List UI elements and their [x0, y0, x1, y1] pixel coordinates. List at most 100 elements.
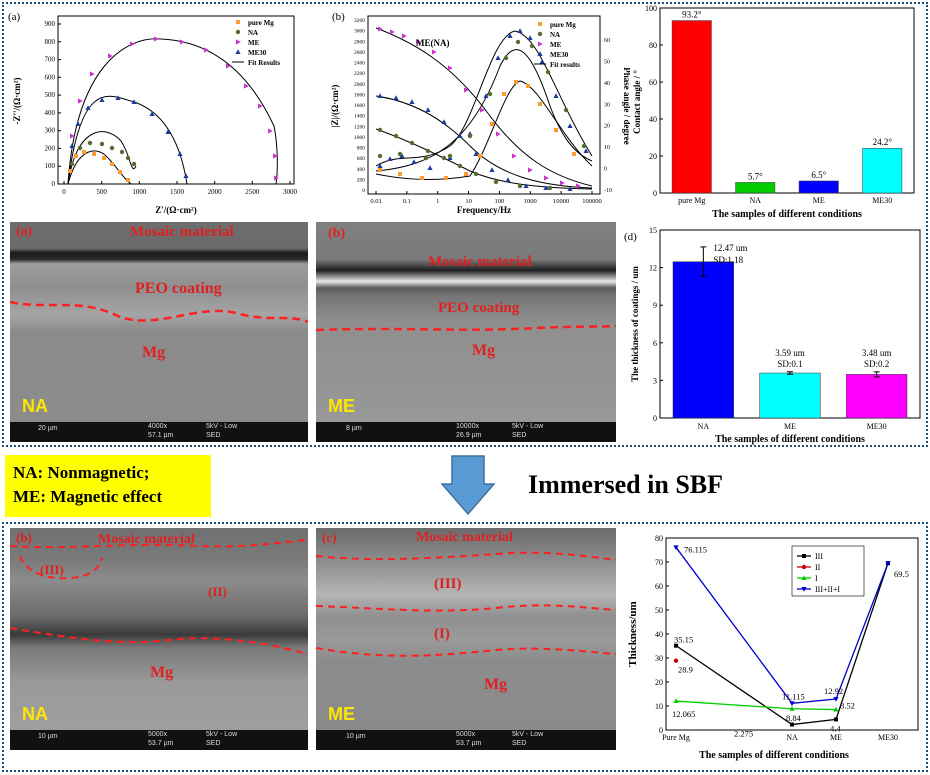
- thickness-ylabel: The thickness of coatings / um: [630, 266, 640, 382]
- nyquist-y-tick-label: 800: [45, 38, 56, 46]
- contact-angle-panel: 0 20 40 60 80 100 93.2° pure Mg 5.7° NA 6.5° ME 24.2…: [628, 2, 926, 224]
- me30-point: [115, 95, 121, 100]
- me30-phase-point: [507, 33, 513, 38]
- layer-thickness-panel: 0 10 20 30 40 50 60 70 80 Pure Mg NA ME ME30 76.115 35…: [624, 532, 926, 768]
- me30-point: [75, 121, 81, 126]
- me-modulus-point: [416, 39, 421, 45]
- na-modulus-point: [517, 183, 523, 189]
- me-point: [180, 39, 185, 45]
- na-point: [77, 145, 83, 151]
- me-point: [130, 41, 135, 47]
- layer-y-tick-label: 0: [659, 726, 663, 735]
- thickness-y-tick-label: 3: [653, 376, 657, 385]
- layer-data-label: 12.065: [672, 709, 695, 719]
- pure-mg-phase-point: [572, 152, 576, 156]
- contact-angle-category-label: pure Mg: [678, 196, 705, 205]
- sem-bl-tag: NA: [22, 704, 48, 724]
- me-modulus-point: [378, 26, 383, 32]
- na-modulus-point: [441, 155, 447, 161]
- thickness-category-label: ME30: [867, 422, 887, 431]
- bode-y-tick-label-left: 0: [362, 188, 365, 194]
- bode-x-tick-label: 10000: [553, 198, 569, 205]
- thickness-category-label: ME: [784, 422, 796, 431]
- me-modulus-point: [448, 65, 453, 71]
- layer-legend-label: II: [815, 563, 821, 572]
- layer-category-label: ME: [830, 733, 842, 742]
- thickness-category-label: NA: [698, 422, 710, 431]
- thickness-y-tick-label: 15: [649, 226, 657, 235]
- nyquist-x-tick-label: 2500: [245, 188, 260, 196]
- layer-y-tick-label: 80: [655, 534, 663, 543]
- layer-series-line: [675, 562, 889, 726]
- me-fit-curve: [67, 38, 278, 185]
- legend-me-line: ME: Magnetic effect: [13, 487, 163, 506]
- thickness-y-tick-label: 0: [653, 414, 657, 423]
- nyquist-y-tick-label: 300: [45, 127, 56, 135]
- me-point: [274, 175, 279, 181]
- bode-panel: (b) 0.01 0.1 1 10 100 1000 10000 100000 0 200 400…: [330, 6, 632, 216]
- layer-series-point: [674, 643, 678, 648]
- bode-y-tick-label-left: 600: [357, 156, 366, 162]
- me-point: [268, 128, 273, 134]
- bode-y-tick-label-left: 1000: [354, 135, 365, 141]
- layer-data-label: 28.9: [678, 665, 693, 675]
- layer-y-tick-label: 50: [655, 606, 663, 615]
- thickness-bar: [846, 374, 908, 419]
- layer-series-point: [789, 705, 795, 711]
- sem-tr-boundary: [316, 324, 616, 332]
- nyquist-legend-marker: [236, 39, 241, 45]
- me30-phase-fit: [375, 49, 593, 172]
- sem-bl-mosaic-label: Mosaic material: [98, 532, 195, 547]
- pure-mg-point: [74, 154, 78, 158]
- nyquist-y-tick-label: 0: [52, 180, 56, 188]
- me-modulus-point: [390, 29, 395, 35]
- bode-x-ticks: 0.01 0.1 1 10 100 1000 10000 100000: [370, 191, 602, 205]
- contact-angle-marks: 0 20 40 60 80 100 93.2° pure Mg 5.7° NA 6.5° ME 24.2…: [645, 4, 903, 205]
- layer-data-label: 4.4: [830, 723, 841, 733]
- pure-mg-phase-point: [490, 122, 494, 126]
- layer-y-tick-label: 30: [655, 654, 663, 663]
- me-modulus-point: [464, 87, 469, 93]
- nyquist-y-ticks: 0 100 200 300 400 500 600 700 800 900: [45, 20, 61, 188]
- bode-y-tick-label-left: 2400: [354, 61, 365, 67]
- layer-series-point: [834, 717, 838, 722]
- me30-modulus-point: [473, 151, 479, 156]
- immersed-in-sbf-title: Immersed in SBF: [528, 470, 723, 499]
- pure-mg-point: [126, 178, 130, 182]
- na-modulus-point: [377, 127, 383, 133]
- bode-y-tick-label-left: 2000: [354, 82, 365, 88]
- na-phase-point: [487, 91, 493, 97]
- pure-mg-phase-point: [478, 154, 482, 158]
- me30-phase-point: [377, 163, 383, 168]
- me-point: [204, 47, 209, 53]
- layer-data-label: 2.275: [734, 729, 753, 739]
- bode-y-tick-label-right: 50: [604, 59, 610, 65]
- me30-point: [85, 105, 91, 110]
- pure-mg-point: [92, 152, 96, 156]
- bode-x-tick-label: 1000: [524, 198, 537, 205]
- layer-thickness-marks: 0 10 20 30 40 50 60 70 80 Pure Mg NA ME ME30 76.115 35…: [655, 534, 909, 742]
- na-phase-point: [515, 39, 521, 45]
- contact-angle-data-label: 93.2°: [682, 10, 702, 20]
- pure-mg-phase-point: [502, 92, 506, 96]
- bottom-frame: [2, 522, 928, 772]
- bode-x-tick-label: 10: [465, 198, 472, 205]
- thickness-bar: [759, 372, 821, 419]
- bode-y-tick-label-left: 2600: [354, 50, 365, 56]
- bode-y-tick-label-right: 20: [604, 124, 610, 130]
- na-phase-point: [467, 133, 473, 139]
- thickness-xlabel: The samples of different conditions: [715, 434, 865, 445]
- me30-point: [177, 151, 183, 156]
- pure-mg-point: [118, 170, 122, 174]
- nyquist-y-tick-label: 900: [45, 20, 56, 28]
- layer-series-point: [673, 658, 679, 663]
- contact-angle-xlabel: The samples of different conditions: [712, 209, 862, 220]
- layer-series-point: [673, 545, 679, 551]
- me-point: [78, 98, 83, 104]
- contact-angle-data-label: 5.7°: [748, 171, 763, 181]
- layer-y-tick-label: 60: [655, 582, 663, 591]
- me30-phase-point: [387, 156, 393, 161]
- me30-point: [165, 129, 171, 134]
- bode-annotation: ME(NA): [416, 38, 450, 48]
